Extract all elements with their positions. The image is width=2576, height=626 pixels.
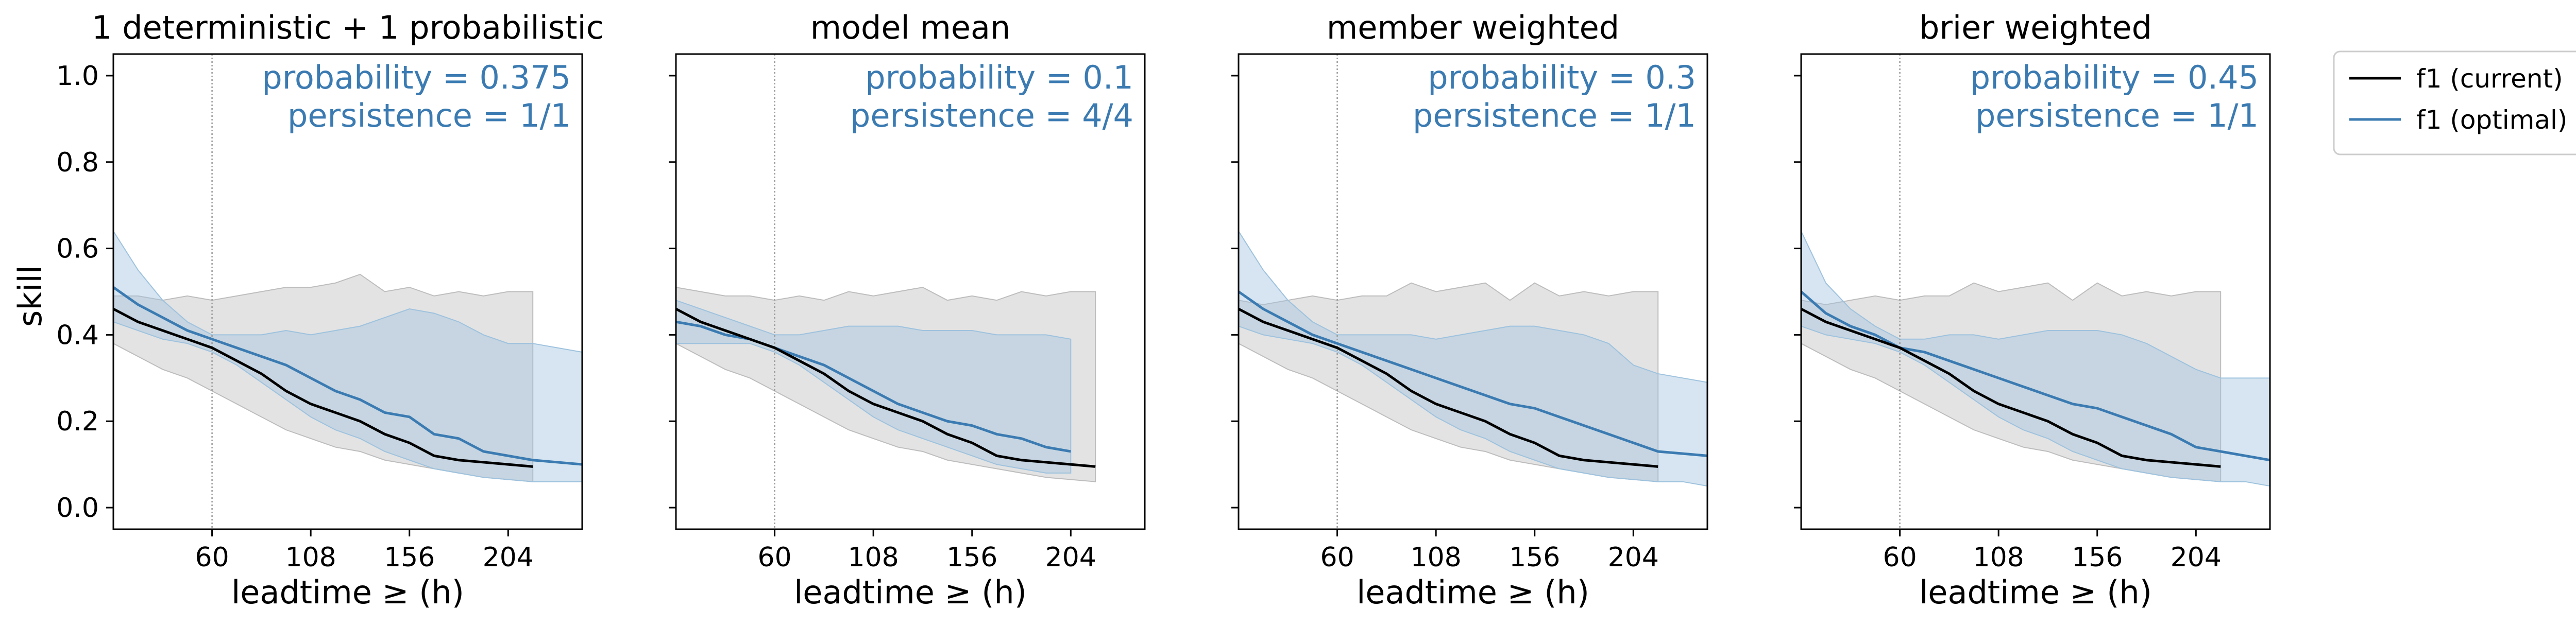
panel-title: model mean	[810, 9, 1011, 46]
x-tick-label: 204	[483, 542, 534, 573]
axes-frame	[1238, 53, 1708, 530]
x-tick-label: 204	[1045, 542, 1096, 573]
panel-4: 60 108 156 204 leadtime ≥ (h) brier weighted p…	[1794, 9, 2271, 611]
plot-area	[676, 54, 1096, 529]
panel-2: 60 108 156 204 leadtime ≥ (h) model mean proba…	[669, 9, 1146, 611]
panel-1: 0.0 0.2 0.4 0.6 0.8 1.0 60 108 156 204 leadtime ≥ …	[56, 9, 604, 611]
x-tick-label: 204	[1608, 542, 1659, 573]
y-tick-label: 0.2	[56, 406, 99, 437]
line-optimal	[113, 286, 582, 466]
annotation-persistence: persistence = 1/1	[1975, 97, 2259, 134]
panel-3: 60 108 156 204 leadtime ≥ (h) member weighted…	[1231, 9, 1708, 611]
y-tick-label: 0.4	[56, 320, 99, 351]
line-current	[1239, 307, 1658, 468]
line-optimal	[1239, 290, 1707, 457]
band-optimal	[1801, 231, 2270, 487]
annotation-probability: probability = 0.3	[1428, 59, 1696, 96]
panel-title: brier weighted	[1919, 9, 2152, 46]
x-tick-label: 60	[757, 542, 791, 573]
x-tick-label: 156	[1509, 542, 1560, 573]
legend-label-current: f1 (current)	[2416, 64, 2563, 94]
y-axis-label: skill	[11, 265, 49, 327]
x-axis-label: leadtime ≥ (h)	[1357, 573, 1589, 611]
x-tick-label: 60	[1320, 542, 1354, 573]
legend-label-optimal: f1 (optimal)	[2416, 105, 2567, 135]
x-axis-label: leadtime ≥ (h)	[1919, 573, 2152, 611]
x-tick-label: 108	[1973, 542, 2024, 573]
x-tick-label: 60	[195, 542, 229, 573]
y-tick-label: 0.0	[56, 493, 99, 524]
line-current	[1801, 307, 2221, 468]
x-tick-label: 60	[1883, 542, 1917, 573]
annotation-probability: probability = 0.375	[262, 59, 571, 96]
band-optimal	[1239, 230, 1707, 487]
annotation-persistence: persistence = 1/1	[287, 97, 571, 134]
x-tick-label: 108	[1411, 542, 1462, 573]
panel-title: member weighted	[1327, 9, 1619, 46]
x-axis-label: leadtime ≥ (h)	[794, 573, 1027, 611]
x-tick-label: 156	[2072, 542, 2123, 573]
annotation-persistence: persistence = 4/4	[850, 97, 1133, 134]
line-current	[676, 307, 1096, 468]
legend: f1 (current) f1 (optimal)	[2333, 50, 2576, 155]
line-optimal	[676, 320, 1071, 453]
y-tick-label: 0.6	[56, 234, 99, 265]
plot-area	[1239, 54, 1707, 529]
annotation-probability: probability = 0.45	[1970, 59, 2259, 96]
axes-frame	[1800, 53, 2271, 530]
y-tick-label: 1.0	[56, 61, 99, 92]
axes-frame	[112, 53, 583, 530]
x-tick-label: 108	[848, 542, 899, 573]
x-tick-label: 204	[2171, 542, 2222, 573]
x-axis-label: leadtime ≥ (h)	[231, 573, 464, 611]
x-tick-label: 156	[946, 542, 997, 573]
plot-area	[113, 54, 582, 529]
panel-title: 1 deterministic + 1 probabilistic	[92, 9, 604, 46]
line-optimal	[1801, 290, 2270, 462]
x-tick-label: 156	[384, 542, 435, 573]
annotation-probability: probability = 0.1	[865, 59, 1133, 96]
band-optimal	[113, 230, 582, 482]
annotation-persistence: persistence = 1/1	[1413, 97, 1696, 134]
axes-frame	[675, 53, 1146, 530]
line-current	[113, 307, 533, 468]
panels: 0.0 0.2 0.4 0.6 0.8 1.0 60 108 156 204 leadtime ≥ …	[56, 9, 2271, 611]
y-tick-label: 0.8	[56, 147, 99, 178]
x-tick-label: 108	[285, 542, 336, 573]
plot-area	[1801, 54, 2270, 529]
